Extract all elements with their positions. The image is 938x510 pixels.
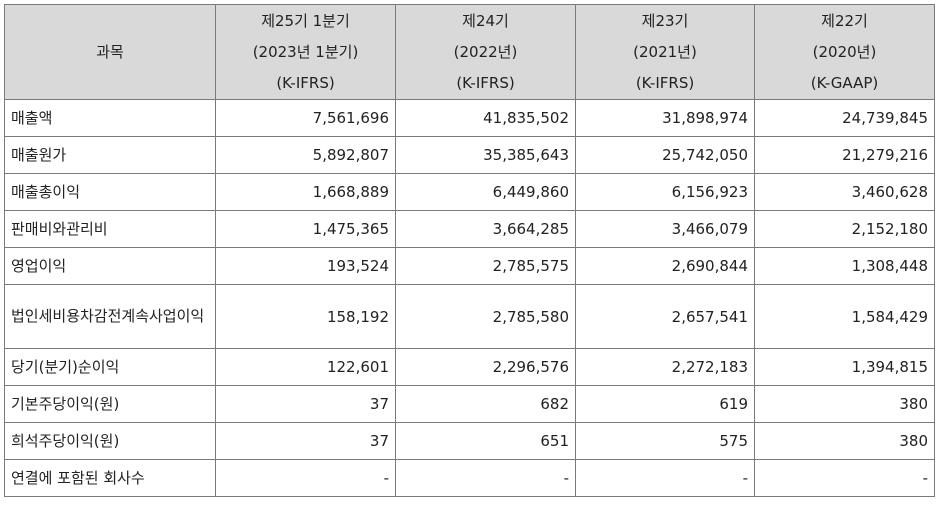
- table-cell: 380: [754, 422, 935, 460]
- row-label-consolidated-count: 연결에 포함된 회사수: [4, 459, 216, 497]
- table-cell: 1,475,365: [215, 210, 396, 248]
- table-cell: 2,690,844: [575, 247, 755, 285]
- table-cell: 1,668,889: [215, 173, 396, 211]
- header-period: 제24기: [462, 11, 509, 30]
- column-header-period-24: 제24기 (2022년) (K-IFRS): [395, 4, 576, 100]
- row-label-cost-of-sales: 매출원가: [4, 136, 216, 174]
- table-cell: -: [754, 459, 935, 497]
- table-cell: 5,892,807: [215, 136, 396, 174]
- row-label-revenue: 매출액: [4, 99, 216, 137]
- header-standard: (K-IFRS): [635, 73, 695, 92]
- table-row: 매출액 7,561,696 41,835,502 31,898,974 24,7…: [4, 99, 935, 137]
- header-period: 제23기: [641, 11, 689, 30]
- table-row: 매출원가 5,892,807 35,385,643 25,742,050 21,…: [4, 136, 935, 174]
- table-cell: 1,394,815: [754, 348, 935, 386]
- table-cell: 3,466,079: [575, 210, 755, 248]
- table-row: 기본주당이익(원) 37 682 619 380: [4, 385, 935, 423]
- table-row: 매출총이익 1,668,889 6,449,860 6,156,923 3,46…: [4, 173, 935, 211]
- row-label-net-income: 당기(분기)순이익: [4, 348, 216, 386]
- table-cell: 3,664,285: [395, 210, 576, 248]
- table-cell: 24,739,845: [754, 99, 935, 137]
- row-label-basic-eps: 기본주당이익(원): [4, 385, 216, 423]
- table-row: 법인세비용차감전계속사업이익 158,192 2,785,580 2,657,5…: [4, 284, 935, 349]
- table-cell: 619: [575, 385, 755, 423]
- table-row: 당기(분기)순이익 122,601 2,296,576 2,272,183 1,…: [4, 348, 935, 386]
- table-cell: 6,156,923: [575, 173, 755, 211]
- table-cell: 2,296,576: [395, 348, 576, 386]
- row-label-diluted-eps: 희석주당이익(원): [4, 422, 216, 460]
- table-row: 희석주당이익(원) 37 651 575 380: [4, 422, 935, 460]
- table-cell: 37: [215, 422, 396, 460]
- table-row: 영업이익 193,524 2,785,575 2,690,844 1,308,4…: [4, 247, 935, 285]
- row-label-pretax-income: 법인세비용차감전계속사업이익: [4, 284, 216, 349]
- header-year: (2021년): [633, 42, 697, 61]
- table-cell: 2,657,541: [575, 284, 755, 349]
- table-cell: 35,385,643: [395, 136, 576, 174]
- row-label-sga: 판매비와관리비: [4, 210, 216, 248]
- table-row: 판매비와관리비 1,475,365 3,664,285 3,466,079 2,…: [4, 210, 935, 248]
- header-standard: (K-GAAP): [810, 73, 879, 92]
- financial-summary-table: 과목 제25기 1분기 (2023년 1분기) (K-IFRS) 제24기 (2…: [4, 4, 935, 497]
- table-cell: 7,561,696: [215, 99, 396, 137]
- header-year: (2023년 1분기): [252, 42, 359, 61]
- table-row: 연결에 포함된 회사수 - - - -: [4, 459, 935, 497]
- table-cell: 2,152,180: [754, 210, 935, 248]
- table-cell: 682: [395, 385, 576, 423]
- table-cell: 380: [754, 385, 935, 423]
- table-cell: 575: [575, 422, 755, 460]
- table-cell: 31,898,974: [575, 99, 755, 137]
- table-cell: 158,192: [215, 284, 396, 349]
- header-period: 제22기: [821, 11, 868, 30]
- header-period: 제25기 1분기: [261, 11, 350, 30]
- column-header-subject: 과목: [4, 4, 216, 100]
- table-cell: 651: [395, 422, 576, 460]
- header-standard: (K-IFRS): [276, 73, 335, 92]
- row-label-operating-income: 영업이익: [4, 247, 216, 285]
- table-cell: 6,449,860: [395, 173, 576, 211]
- table-cell: 25,742,050: [575, 136, 755, 174]
- header-year: (2022년): [453, 42, 518, 61]
- table-cell: 122,601: [215, 348, 396, 386]
- column-header-period-25q1: 제25기 1분기 (2023년 1분기) (K-IFRS): [215, 4, 396, 100]
- table-cell: 2,785,580: [395, 284, 576, 349]
- table-cell: -: [395, 459, 576, 497]
- table-cell: 1,584,429: [754, 284, 935, 349]
- row-label-gross-profit: 매출총이익: [4, 173, 216, 211]
- table-cell: 37: [215, 385, 396, 423]
- column-header-period-22: 제22기 (2020년) (K-GAAP): [754, 4, 935, 100]
- table-cell: 193,524: [215, 247, 396, 285]
- header-year: (2020년): [812, 42, 877, 61]
- column-header-period-23: 제23기 (2021년) (K-IFRS): [575, 4, 755, 100]
- table-cell: 41,835,502: [395, 99, 576, 137]
- table-cell: 21,279,216: [754, 136, 935, 174]
- header-standard: (K-IFRS): [456, 73, 515, 92]
- table-cell: 3,460,628: [754, 173, 935, 211]
- table-cell: 2,272,183: [575, 348, 755, 386]
- table-cell: -: [215, 459, 396, 497]
- table-header-row: 과목 제25기 1분기 (2023년 1분기) (K-IFRS) 제24기 (2…: [4, 4, 935, 100]
- table-cell: -: [575, 459, 755, 497]
- table-cell: 1,308,448: [754, 247, 935, 285]
- table-cell: 2,785,575: [395, 247, 576, 285]
